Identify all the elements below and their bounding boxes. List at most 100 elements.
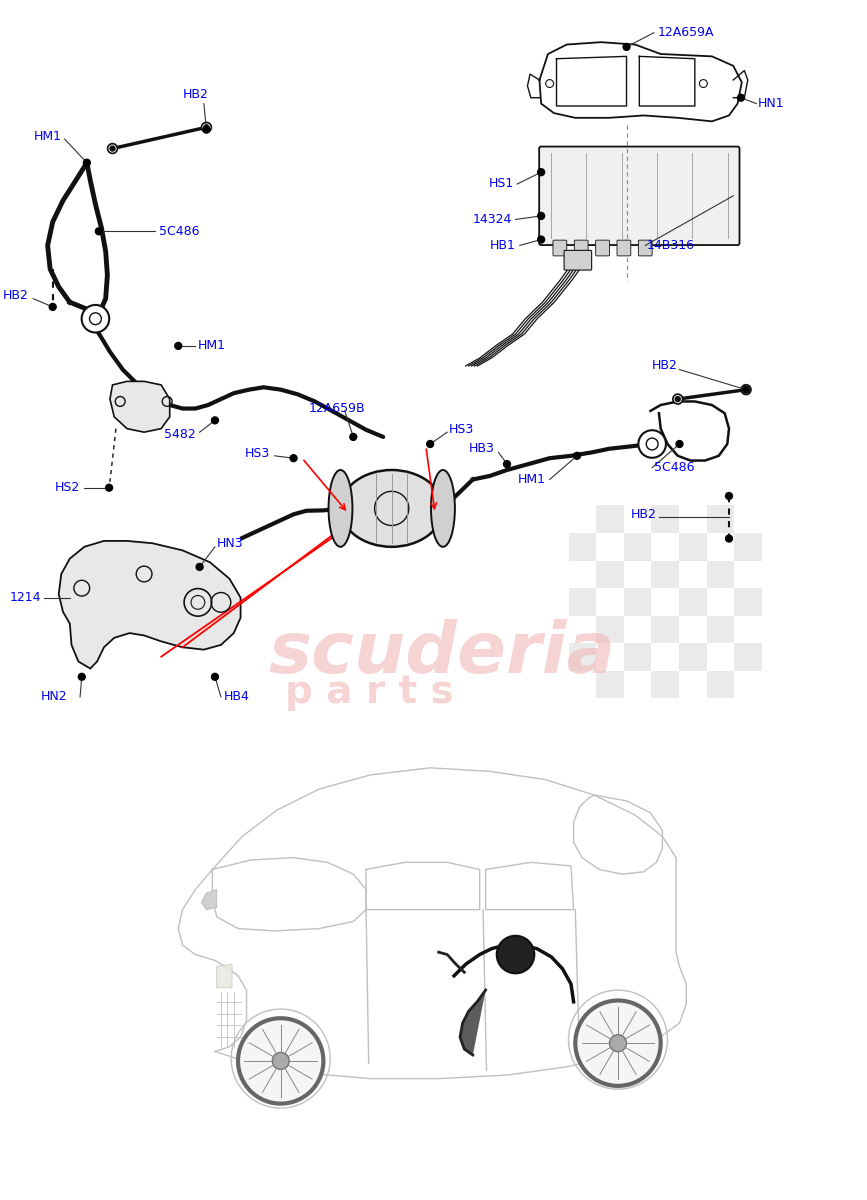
Bar xyxy=(734,671,762,698)
Text: HN3: HN3 xyxy=(217,536,244,550)
Bar xyxy=(734,533,762,560)
FancyBboxPatch shape xyxy=(617,240,631,256)
Bar xyxy=(596,505,624,533)
Text: 5C486: 5C486 xyxy=(159,224,199,238)
Polygon shape xyxy=(217,964,232,988)
Circle shape xyxy=(350,433,356,440)
Circle shape xyxy=(83,160,90,166)
Text: HB2: HB2 xyxy=(630,509,656,522)
Circle shape xyxy=(576,1001,661,1086)
Text: HN1: HN1 xyxy=(758,97,785,110)
Bar xyxy=(651,533,679,560)
Bar xyxy=(734,643,762,671)
FancyBboxPatch shape xyxy=(638,240,652,256)
Bar xyxy=(569,643,596,671)
Circle shape xyxy=(106,485,113,491)
Bar xyxy=(707,505,734,533)
Circle shape xyxy=(49,304,56,311)
Bar xyxy=(624,588,651,616)
Text: 12A659A: 12A659A xyxy=(657,26,714,40)
Bar xyxy=(596,588,624,616)
Bar xyxy=(734,505,762,533)
Circle shape xyxy=(196,564,203,570)
Circle shape xyxy=(204,125,209,130)
Text: HS3: HS3 xyxy=(244,446,270,460)
Circle shape xyxy=(741,385,751,395)
FancyBboxPatch shape xyxy=(596,240,610,256)
Bar xyxy=(569,588,596,616)
Bar xyxy=(679,616,707,643)
Bar xyxy=(569,671,596,698)
Circle shape xyxy=(726,535,733,542)
Circle shape xyxy=(538,169,544,175)
Circle shape xyxy=(675,397,681,402)
Bar xyxy=(679,533,707,560)
Bar xyxy=(651,560,679,588)
Circle shape xyxy=(646,438,658,450)
Circle shape xyxy=(238,1019,323,1104)
Circle shape xyxy=(89,313,101,325)
Circle shape xyxy=(673,394,682,404)
Bar xyxy=(679,505,707,533)
Bar xyxy=(596,616,624,643)
FancyBboxPatch shape xyxy=(539,146,740,245)
Bar xyxy=(624,616,651,643)
Bar xyxy=(596,560,624,588)
Polygon shape xyxy=(201,889,217,910)
Circle shape xyxy=(78,673,85,680)
Bar xyxy=(624,505,651,533)
Text: scuderia: scuderia xyxy=(268,619,615,688)
FancyBboxPatch shape xyxy=(564,251,591,270)
Bar xyxy=(624,533,651,560)
Circle shape xyxy=(497,936,534,973)
Polygon shape xyxy=(59,541,240,668)
Circle shape xyxy=(81,305,109,332)
Circle shape xyxy=(638,431,666,457)
Bar xyxy=(569,505,596,533)
Circle shape xyxy=(744,388,748,392)
Circle shape xyxy=(726,492,733,499)
Bar xyxy=(679,560,707,588)
Bar xyxy=(707,588,734,616)
Circle shape xyxy=(110,146,115,151)
Bar xyxy=(679,671,707,698)
Bar xyxy=(707,533,734,560)
Text: HM1: HM1 xyxy=(518,473,545,486)
Text: HS3: HS3 xyxy=(449,424,474,437)
Circle shape xyxy=(743,386,749,394)
Bar xyxy=(734,588,762,616)
Circle shape xyxy=(95,228,102,235)
Polygon shape xyxy=(110,382,170,432)
Text: HB1: HB1 xyxy=(490,239,516,252)
Circle shape xyxy=(738,95,745,101)
Text: 5482: 5482 xyxy=(164,428,195,442)
Circle shape xyxy=(108,144,117,154)
Text: HN2: HN2 xyxy=(41,690,68,703)
Circle shape xyxy=(574,452,580,460)
Bar xyxy=(624,643,651,671)
Text: p a r t s: p a r t s xyxy=(285,673,453,712)
Bar xyxy=(679,588,707,616)
Bar xyxy=(707,560,734,588)
Circle shape xyxy=(427,440,434,448)
Circle shape xyxy=(175,342,182,349)
Text: HB3: HB3 xyxy=(469,443,495,455)
Ellipse shape xyxy=(431,470,455,547)
Circle shape xyxy=(212,673,218,680)
Polygon shape xyxy=(460,990,486,1055)
Text: 1214: 1214 xyxy=(10,592,42,604)
Bar xyxy=(707,671,734,698)
Bar xyxy=(569,533,596,560)
Bar xyxy=(624,671,651,698)
Bar xyxy=(734,616,762,643)
Text: HS1: HS1 xyxy=(489,178,514,191)
Circle shape xyxy=(212,416,218,424)
Bar xyxy=(707,643,734,671)
Bar xyxy=(651,671,679,698)
Text: HS2: HS2 xyxy=(55,481,80,494)
Text: HM1: HM1 xyxy=(33,131,62,143)
Ellipse shape xyxy=(341,470,443,547)
Circle shape xyxy=(290,455,297,462)
Text: HB2: HB2 xyxy=(652,360,678,372)
Circle shape xyxy=(676,440,683,448)
